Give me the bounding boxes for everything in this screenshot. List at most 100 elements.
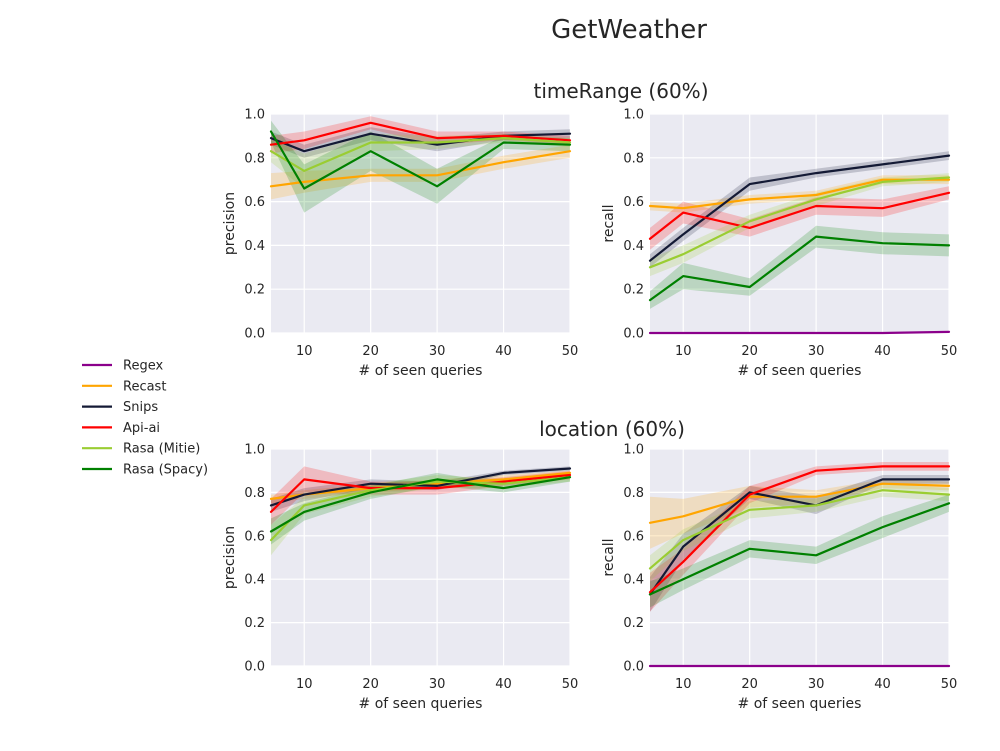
band-api-ai — [271, 466, 570, 525]
y-tick-label: 0.2 — [244, 616, 265, 631]
series-line-recast — [648, 178, 951, 210]
x-tick-label: 10 — [675, 677, 692, 692]
series-line-recast — [648, 482, 951, 524]
series-line-api-ai — [269, 473, 572, 513]
x-tick-label: 20 — [362, 344, 379, 359]
plot-area — [650, 114, 949, 333]
y-axis-label: precision — [222, 526, 238, 589]
legend-label-rasa-mitie: Rasa (Mitie) — [123, 442, 200, 457]
legend-label-regex: Regex — [123, 359, 163, 374]
plot-area — [271, 114, 570, 333]
x-tick-label: 40 — [874, 344, 891, 359]
figure-title: GetWeather — [551, 15, 707, 45]
y-tick-label: 1.0 — [623, 108, 644, 123]
panels: 0.0 0.2 0.4 0.6 0.8 1.0 10 20 30 40 50 # of seen qu… — [222, 108, 957, 713]
legend-label-api-ai: Api-ai — [123, 421, 160, 436]
x-tick-label: 40 — [874, 677, 891, 692]
x-tick-label: 30 — [808, 677, 825, 692]
series-line-regex — [648, 330, 951, 335]
x-tick-label: 50 — [941, 677, 958, 692]
y-tick-label: 0.0 — [244, 327, 265, 342]
y-tick-label: 0.4 — [623, 573, 644, 588]
y-tick-label: 0.0 — [623, 327, 644, 342]
band-snips — [650, 475, 949, 612]
y-tick-label: 0.6 — [623, 195, 644, 210]
series-line-rasa-spacy — [269, 130, 572, 190]
legend-label-recast: Recast — [123, 379, 166, 394]
series-line-api-ai — [648, 465, 951, 594]
band-snips — [650, 151, 949, 268]
panel-2: 0.0 0.2 0.4 0.6 0.8 1.0 10 20 30 40 50 # of seen qu… — [601, 108, 957, 380]
x-tick-label: 20 — [362, 677, 379, 692]
x-tick-label: 10 — [675, 344, 692, 359]
x-tick-label: 10 — [296, 344, 313, 359]
x-tick-label: 20 — [741, 677, 758, 692]
band-api-ai — [650, 186, 949, 250]
series-line-snips — [648, 478, 951, 596]
y-tick-label: 0.2 — [623, 283, 644, 298]
y-tick-label: 0.8 — [623, 151, 644, 166]
x-axis-label: # of seen queries — [359, 363, 483, 379]
x-tick-label: 50 — [941, 344, 958, 359]
band-recast — [271, 144, 570, 200]
y-tick-label: 0.6 — [623, 529, 644, 544]
y-tick-label: 0.0 — [623, 660, 644, 675]
x-axis-label: # of seen queries — [359, 696, 483, 712]
y-tick-label: 1.0 — [623, 443, 644, 458]
y-tick-label: 0.8 — [623, 486, 644, 501]
panel-1: 0.0 0.2 0.4 0.6 0.8 1.0 10 20 30 40 50 # of seen qu… — [222, 108, 578, 380]
y-tick-label: 0.6 — [244, 529, 265, 544]
series-line-rasa-mitie — [648, 489, 951, 570]
legend-label-snips: Snips — [123, 400, 158, 415]
series-line-rasa-spacy — [648, 502, 951, 596]
y-tick-label: 0.8 — [244, 151, 265, 166]
x-tick-label: 10 — [296, 677, 313, 692]
y-tick-label: 0.6 — [244, 195, 265, 210]
y-tick-label: 0.8 — [244, 486, 265, 501]
x-tick-label: 40 — [495, 344, 512, 359]
band-api-ai — [650, 462, 949, 612]
band-rasa-spacy — [271, 120, 570, 213]
legend: Regex Recast Snips Api-ai Rasa (Mitie) Rasa (… — [82, 359, 208, 478]
x-tick-label: 40 — [495, 677, 512, 692]
band-rasa-mitie — [271, 472, 570, 556]
panel-4: 0.0 0.2 0.4 0.6 0.8 1.0 10 20 30 40 50 # of seen qu… — [601, 443, 957, 713]
band-rasa-spacy — [271, 472, 570, 545]
y-axis-label: precision — [222, 192, 238, 255]
x-tick-label: 50 — [562, 677, 579, 692]
y-tick-label: 0.4 — [623, 239, 644, 254]
y-tick-label: 0.2 — [244, 283, 265, 298]
y-tick-label: 1.0 — [244, 443, 265, 458]
series-line-rasa-mitie — [648, 176, 951, 269]
band-rasa-mitie — [271, 133, 570, 189]
x-tick-label: 20 — [741, 344, 758, 359]
series-line-recast — [269, 150, 572, 188]
series-line-rasa-mitie — [269, 137, 572, 172]
y-tick-label: 0.2 — [623, 616, 644, 631]
series-line-api-ai — [269, 121, 572, 146]
series-line-rasa-spacy — [269, 476, 572, 533]
series-line-api-ai — [648, 191, 951, 240]
x-axis-label: # of seen queries — [738, 363, 862, 379]
x-tick-label: 30 — [808, 344, 825, 359]
legend-label-rasa-spacy: Rasa (Spacy) — [123, 463, 208, 478]
band-rasa-spacy — [650, 225, 949, 309]
subtitle-location: location (60%) — [539, 417, 685, 441]
y-axis-label: recall — [601, 538, 617, 576]
y-tick-label: 0.0 — [244, 660, 265, 675]
x-tick-label: 30 — [429, 344, 446, 359]
series-line-snips — [648, 154, 951, 262]
band-recast — [650, 479, 949, 549]
x-axis-label: # of seen queries — [738, 696, 862, 712]
y-tick-label: 0.4 — [244, 573, 265, 588]
panel-3: 0.0 0.2 0.4 0.6 0.8 1.0 10 20 30 40 50 # of seen qu… — [222, 443, 578, 713]
y-tick-label: 0.4 — [244, 239, 265, 254]
band-rasa-spacy — [650, 494, 949, 608]
series-line-rasa-spacy — [648, 235, 951, 302]
x-tick-label: 30 — [429, 677, 446, 692]
y-axis-label: recall — [601, 204, 617, 242]
x-tick-label: 50 — [562, 344, 579, 359]
band-rasa-mitie — [650, 173, 949, 277]
y-tick-label: 1.0 — [244, 108, 265, 123]
